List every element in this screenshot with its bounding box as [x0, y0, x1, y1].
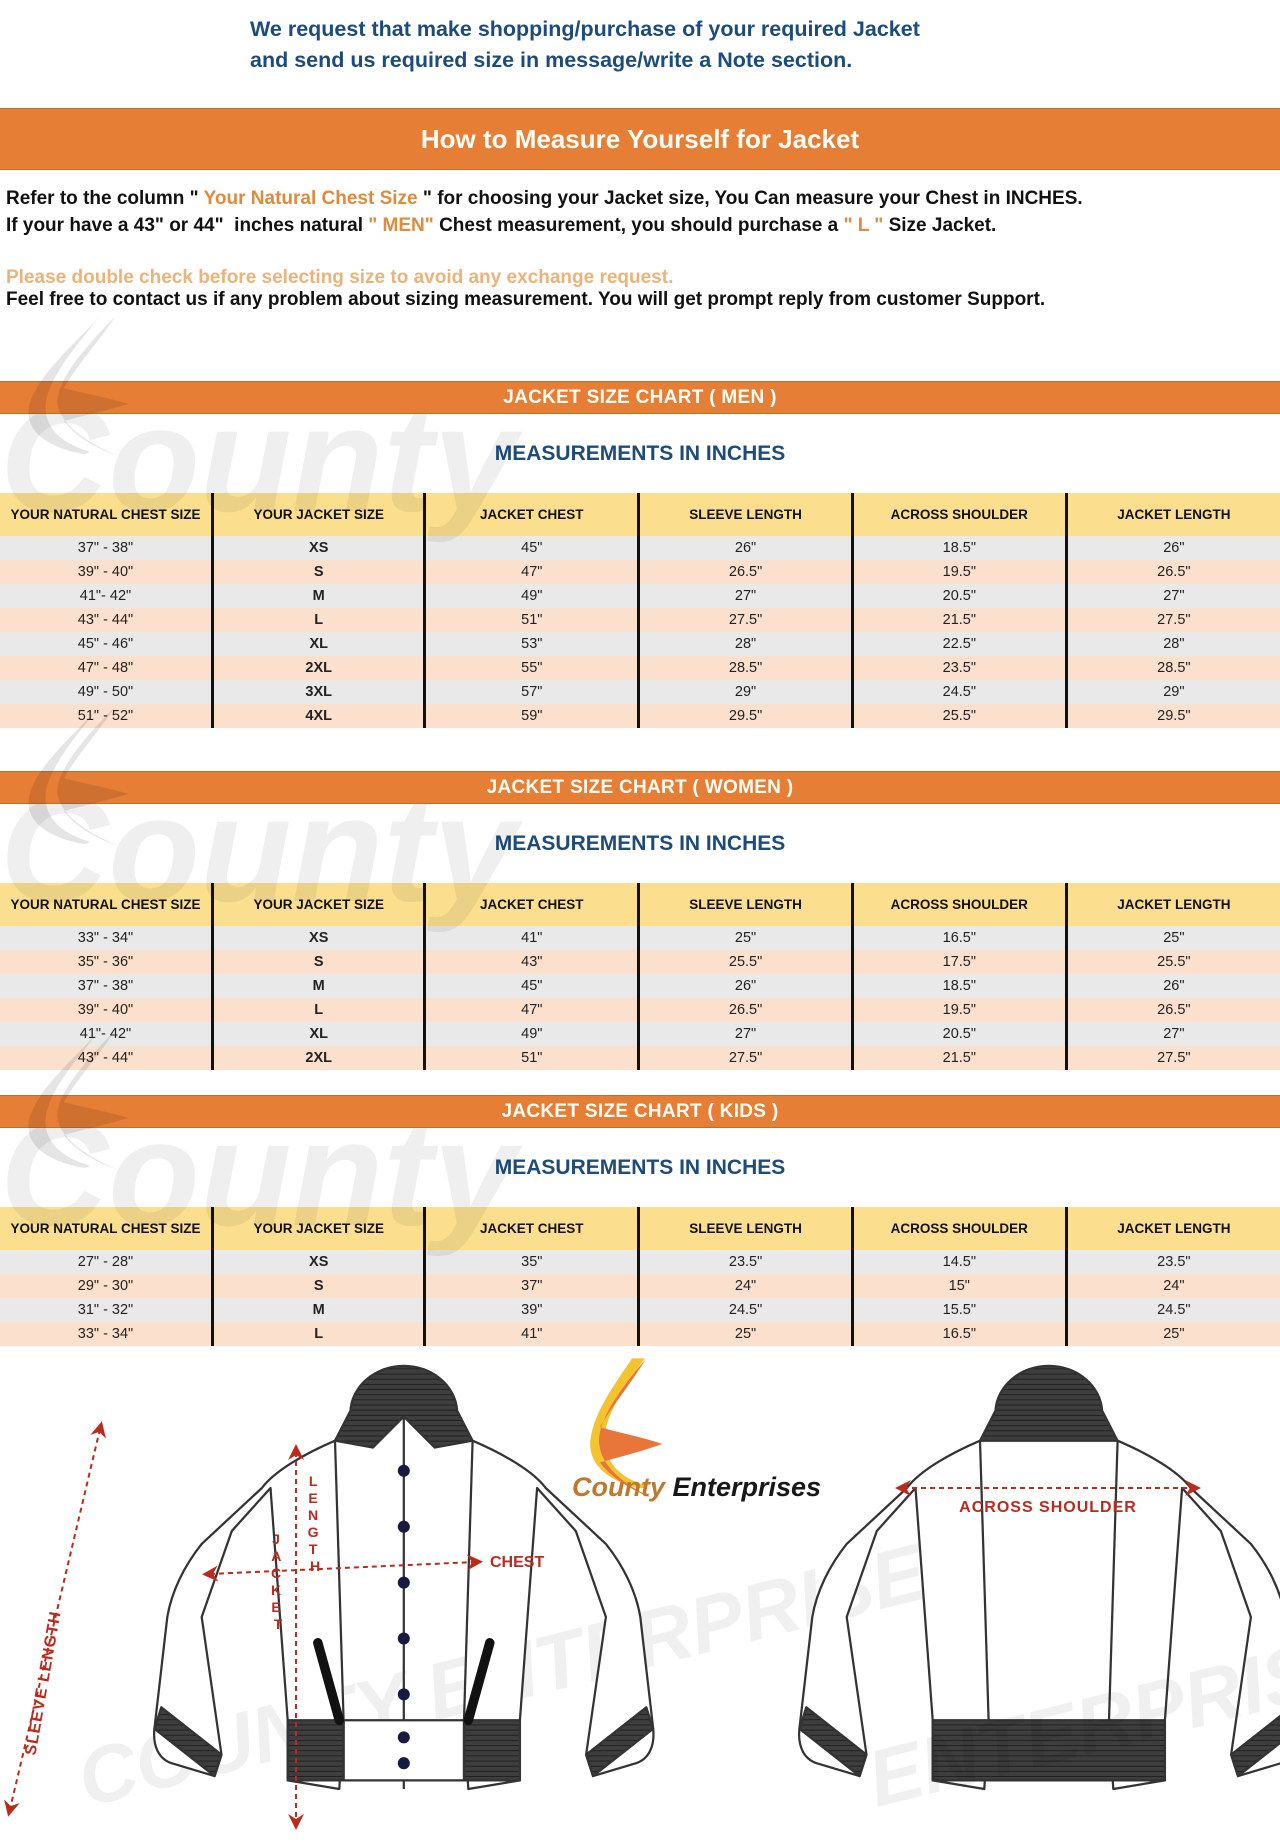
svg-text:County Enterprises: County Enterprises: [572, 1472, 821, 1502]
svg-text:ACROSS SHOULDER: ACROSS SHOULDER: [959, 1499, 1137, 1516]
svg-text:CHEST: CHEST: [490, 1554, 544, 1571]
svg-text:SLEEVE LENGTH: SLEEVE LENGTH: [22, 1610, 64, 1757]
svg-text:ENTERPRISES: ENTERPRISES: [859, 1601, 1280, 1824]
